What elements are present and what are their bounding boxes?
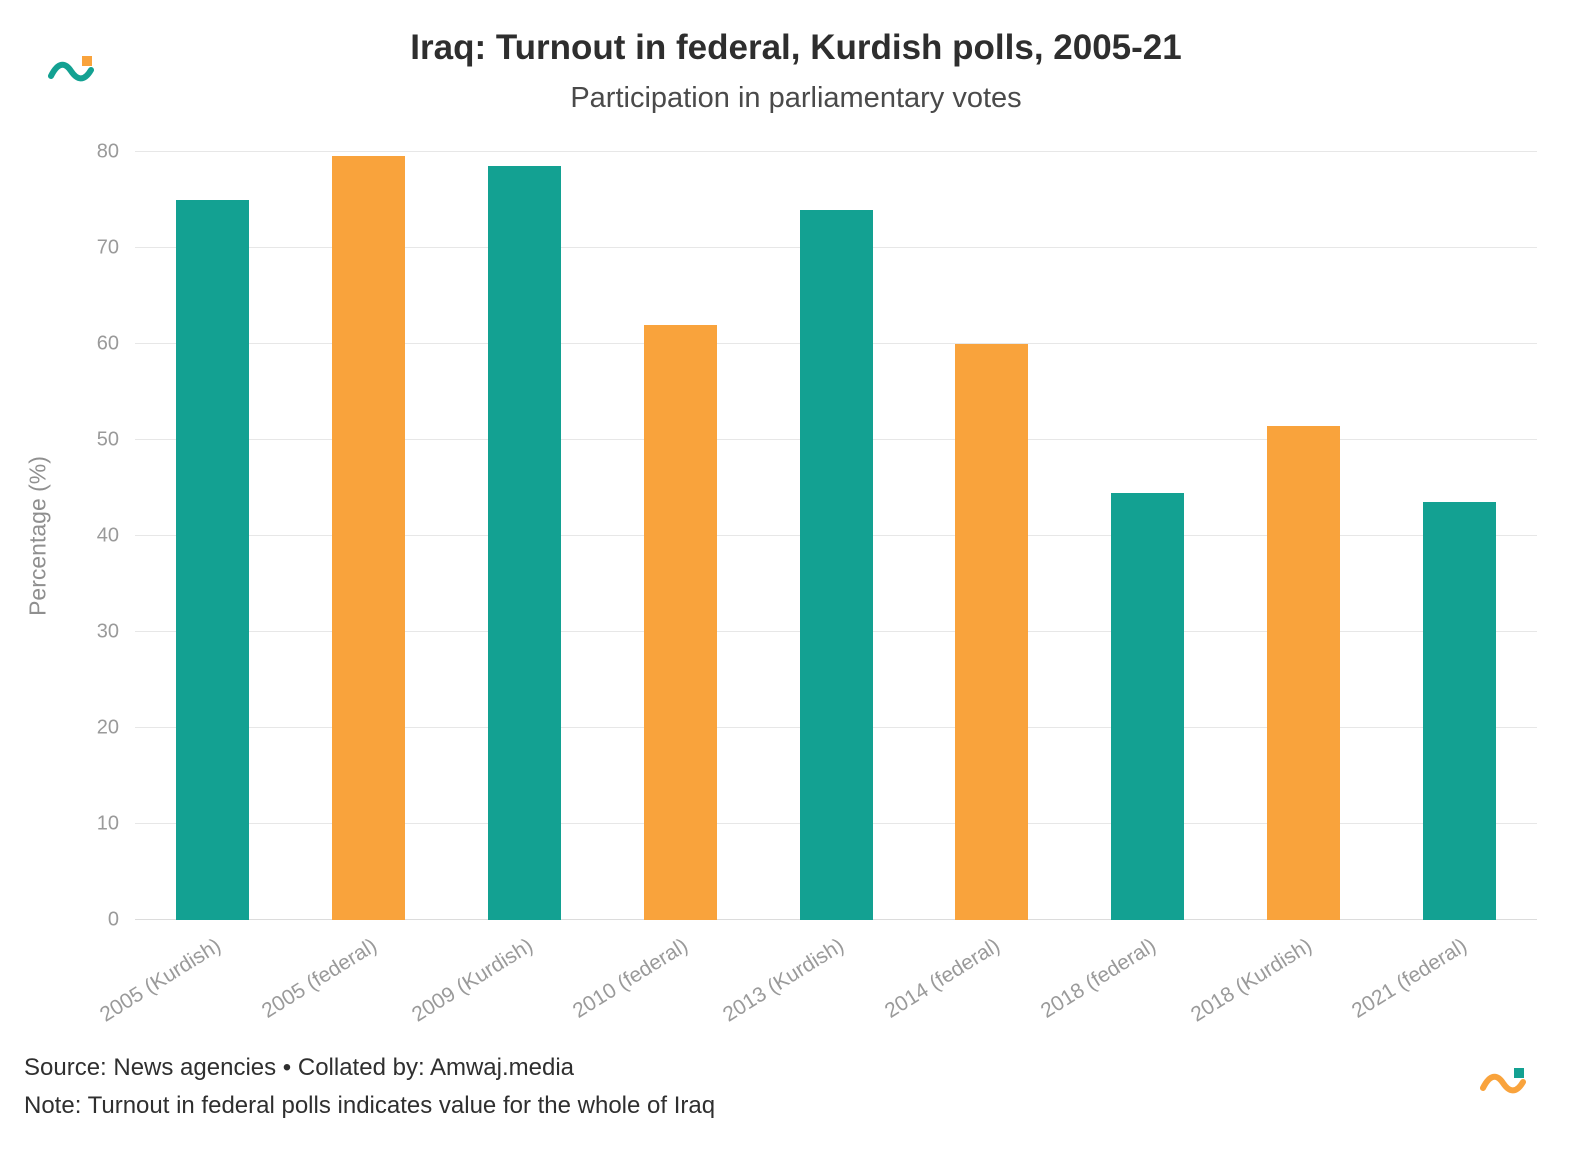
gridline: [135, 151, 1537, 152]
bars-container: [135, 152, 1537, 920]
bar: [1266, 425, 1340, 920]
chart-title: Iraq: Turnout in federal, Kurdish polls,…: [410, 28, 1182, 67]
bar-slot: [602, 152, 758, 920]
plot-area: 0 10 20 30 40 50 60 70 80: [97, 141, 1537, 931]
bar: [1422, 502, 1496, 920]
x-tick-label: 2005 (Kurdish): [96, 934, 226, 1027]
bar: [955, 344, 1029, 920]
bar-slot: [291, 152, 447, 920]
chart-subtitle: Participation in parliamentary votes: [570, 82, 1022, 114]
note-text: Note: Turnout in federal polls indicates…: [24, 1092, 716, 1119]
y-tick-label: 80: [96, 140, 119, 163]
y-tick-label: 0: [107, 908, 119, 931]
y-tick-label: 70: [96, 236, 119, 259]
bar-slot: [1070, 152, 1226, 920]
bar: [799, 209, 873, 920]
y-tick-label: 50: [96, 428, 119, 451]
bar-slot: [914, 152, 1070, 920]
y-tick-label: 20: [96, 716, 119, 739]
bar-slot: [1225, 152, 1381, 920]
bar-slot: [447, 152, 603, 920]
bar-slot: [758, 152, 914, 920]
amwaj-logo-footer: [1480, 1068, 1526, 1094]
y-tick-label: 40: [96, 524, 119, 547]
x-axis-labels: 2005 (Kurdish) 2005 (federal) 2009 (Kurdis…: [96, 922, 1537, 1037]
x-label-slot: 2021 (federal): [1348, 922, 1537, 1037]
source-text: Source: News agencies • Collated by: Amw…: [24, 1054, 574, 1081]
y-tick-label: 30: [96, 620, 119, 643]
bar-slot: [135, 152, 291, 920]
amwaj-logo: [48, 56, 94, 82]
y-axis-label: Percentage (%): [24, 456, 51, 616]
y-tick-label: 10: [96, 812, 119, 835]
bar: [176, 200, 250, 920]
bar: [643, 324, 717, 920]
bar: [487, 166, 561, 920]
bar-slot: [1381, 152, 1537, 920]
bar: [332, 155, 406, 920]
bar: [1111, 492, 1185, 920]
y-tick-label: 60: [96, 332, 119, 355]
